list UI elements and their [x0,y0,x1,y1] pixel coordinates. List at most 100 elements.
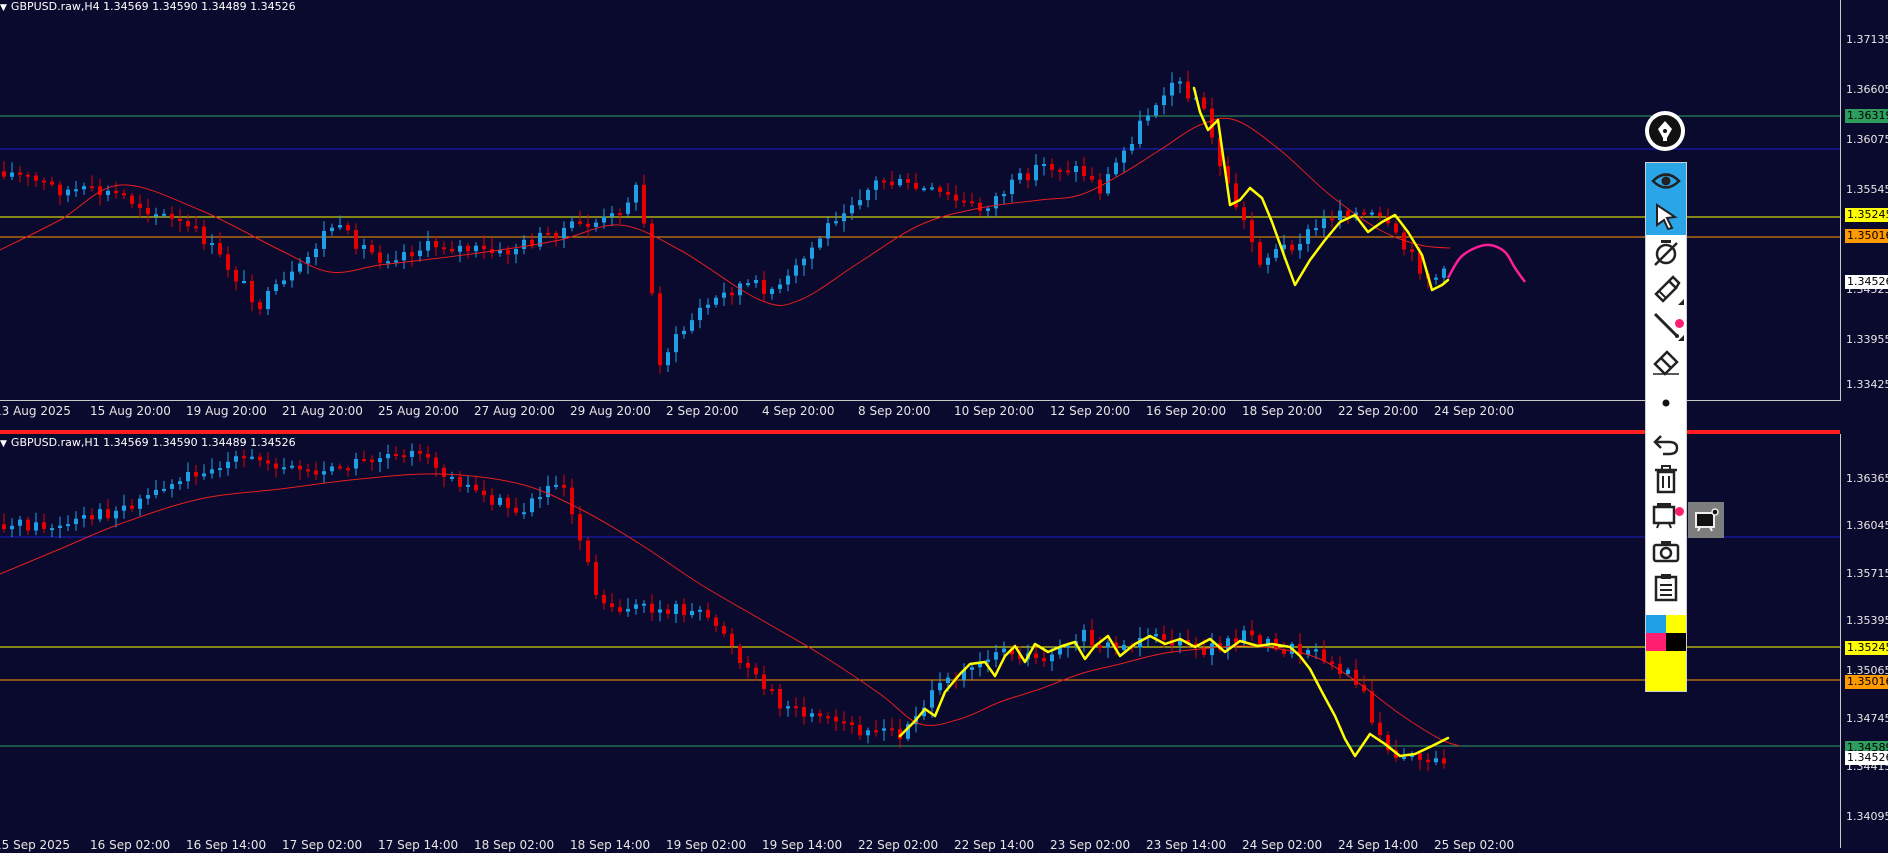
candle-body [970,667,974,670]
pen-logo-icon[interactable] [1645,111,1685,151]
candle-body [114,190,118,194]
candle-body [538,497,542,500]
palette-swatch-pink[interactable] [1646,633,1666,651]
forecast-drawing[interactable] [1446,243,1527,283]
palette-swatch-black[interactable] [1666,633,1686,651]
price-label: 1.35065 [1846,664,1888,677]
candle-body [282,280,286,285]
cursor-arrow-icon[interactable] [1646,199,1686,235]
candle-body [114,510,118,519]
candle-body [1402,757,1406,759]
undo-icon[interactable] [1646,425,1686,461]
h1-price-axis[interactable]: 1.36365 1.36045 1.35715 1.35395 1.35065 1.347… [1841,434,1888,848]
candle-body [530,239,534,247]
candle-body [738,646,742,663]
eraser-icon[interactable] [1646,343,1686,379]
time-label: 2 Sep 20:00 [666,404,739,418]
candle-body [1282,244,1286,250]
trash-icon[interactable] [1646,461,1686,497]
candle-body [362,459,366,461]
candle-body [1314,649,1318,652]
color-palette[interactable] [1646,615,1686,691]
candle-body [1322,649,1326,662]
collapse-triangle-icon[interactable]: ▼ [0,439,7,449]
candle-body [1034,653,1038,659]
candle-body [418,250,422,257]
candle-body [546,485,550,497]
candle-body [610,213,614,217]
candle-body [178,481,182,485]
palette-swatch-blue[interactable] [1646,615,1666,633]
candle-body [1442,268,1446,278]
candle-body [1010,648,1014,655]
candle-body [994,652,998,660]
price-label: 1.34745 [1846,712,1888,725]
candle-body [970,201,974,204]
candle-body [298,263,302,272]
h4-chart-panel[interactable]: ▼ GBPUSD.raw,H4 1.34569 1.34590 1.34489 1… [0,0,1841,401]
palette-current-color[interactable] [1646,651,1686,691]
candle-body [242,456,246,459]
candle-body [10,525,14,530]
candle-body [890,181,894,186]
collapse-triangle-icon[interactable]: ▼ [0,3,7,13]
candle-body [1242,630,1246,643]
candle-body [1362,684,1366,692]
candle-body [562,484,566,488]
candle-body [258,456,262,461]
h4-chart-canvas[interactable] [0,0,1840,400]
candle-body [354,230,358,249]
dot-icon[interactable] [1646,385,1686,421]
h4-price-axis[interactable]: 1.371351.366051.360751.355451.350151.345… [1841,0,1888,400]
candle-body [826,716,830,719]
candle-body [434,457,438,468]
screen-icon[interactable] [1646,497,1686,533]
candle-body [1370,691,1374,723]
screen-toggle-button[interactable] [1688,502,1724,538]
candle-body [2,171,6,177]
candle-body [850,205,854,214]
candle-body [842,213,846,222]
candle-body [1242,207,1246,221]
candle-body [602,594,606,604]
candle-body [274,284,278,291]
candle-body [1442,758,1446,764]
candle-body [922,188,926,191]
h1-chart-panel[interactable]: ▼ GBPUSD.raw,H1 1.34569 1.34590 1.34489 1… [0,434,1841,848]
price-label: 1.34095 [1846,810,1888,823]
candle-body [1346,669,1350,674]
chart-separator[interactable] [0,430,1840,434]
price-tag: 1.34526 [1845,751,1888,765]
crossed-circle-icon[interactable] [1646,235,1686,271]
candle-body [410,252,414,257]
time-label: 16 Sep 14:00 [186,838,267,852]
candle-body [1114,162,1118,175]
eye-icon[interactable] [1646,163,1686,199]
price-label: 1.36605 [1846,83,1888,96]
palette-swatch-yellow[interactable] [1666,615,1686,633]
candle-body [1178,81,1182,84]
candle-body [1066,170,1070,173]
h1-chart-canvas[interactable] [0,434,1840,848]
candle-body [282,467,286,470]
candle-body [1058,647,1062,655]
trend-drawing[interactable] [898,634,1450,758]
highlighter-icon[interactable] [1646,271,1686,307]
candle-body [314,248,318,257]
time-label: 19 Aug 20:00 [186,404,267,418]
camera-icon[interactable] [1646,533,1686,569]
candle-body [826,223,830,239]
candle-body [346,468,350,471]
candle-body [410,450,414,457]
trend-drawing[interactable] [1192,86,1450,292]
candle-body [794,265,798,276]
candle-body [842,721,846,724]
candle-body [1186,81,1190,99]
line-tool-icon[interactable] [1646,307,1686,343]
candle-body [346,225,350,231]
candle-body [1122,644,1126,650]
time-label: 16 Sep 02:00 [90,838,171,852]
clipboard-icon[interactable] [1646,569,1686,605]
candle-body [138,498,142,509]
candle-body [1434,277,1438,280]
